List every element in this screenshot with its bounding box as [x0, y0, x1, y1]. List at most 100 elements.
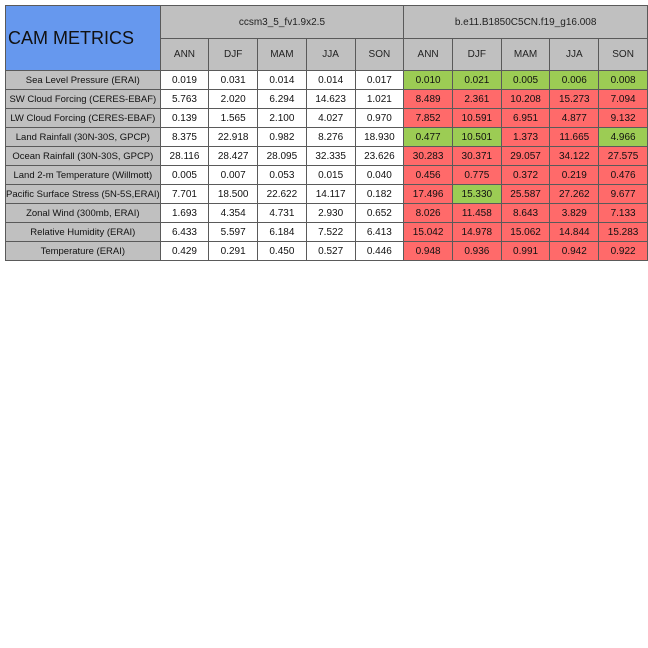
test-value-cell: 0.219 [549, 165, 600, 185]
season-header-mam: MAM [257, 38, 307, 71]
metric-label: Relative Humidity (ERAI) [30, 226, 136, 238]
control-value-cell: 22.918 [208, 127, 259, 147]
metric-label-cell: Ocean Rainfall (30N-30S, GPCP) [5, 146, 161, 166]
season-header-djf: DJF [451, 38, 502, 71]
table-row: LW Cloud Forcing (CERES-EBAF) 0.139 1.565 2… [5, 108, 648, 128]
metric-label-cell: Temperature (ERAI) [5, 241, 161, 261]
season-header-son: SON [598, 38, 648, 71]
test-value-cell: 15.283 [598, 222, 648, 242]
control-value-cell: 6.413 [354, 222, 405, 242]
test-value-cell: 14.978 [451, 222, 502, 242]
season-header-ann: ANN [159, 38, 210, 71]
control-value-cell: 0.014 [305, 70, 356, 90]
table-row: Land 2-m Temperature (Willmott) 0.005 0.00… [5, 165, 648, 185]
test-value-cell: 15.042 [403, 222, 453, 242]
table-title: CAM METRICS [5, 5, 161, 71]
test-value-cell: 30.283 [403, 146, 453, 166]
test-value-cell: 8.643 [500, 203, 551, 223]
metric-label-cell: Relative Humidity (ERAI) [5, 222, 161, 242]
control-value-cell: 5.763 [159, 89, 210, 109]
test-value-cell: 7.852 [403, 108, 453, 128]
control-value-cell: 0.982 [257, 127, 307, 147]
control-value-cell: 0.005 [159, 165, 210, 185]
test-value-cell: 8.026 [403, 203, 453, 223]
table-row: Temperature (ERAI) 0.429 0.291 0.450 0.527 0.… [5, 241, 648, 261]
table-row: Relative Humidity (ERAI) 6.433 5.597 6.184 7… [5, 222, 648, 242]
test-value-cell: 25.587 [500, 184, 551, 204]
control-value-cell: 0.970 [354, 108, 405, 128]
table-row: Ocean Rainfall (30N-30S, GPCP) 28.116 28.4… [5, 146, 648, 166]
metric-label-cell: Sea Level Pressure (ERAI) [5, 70, 161, 90]
test-value-cell: 15.273 [549, 89, 600, 109]
control-value-cell: 23.626 [354, 146, 405, 166]
control-value-cell: 8.276 [305, 127, 356, 147]
control-value-cell: 0.652 [354, 203, 405, 223]
test-value-cell: 10.208 [500, 89, 551, 109]
metric-label: Ocean Rainfall (30N-30S, GPCP) [12, 150, 154, 162]
control-value-cell: 6.184 [257, 222, 307, 242]
test-value-cell: 4.966 [598, 127, 648, 147]
control-value-cell: 2.100 [257, 108, 307, 128]
test-value-cell: 0.991 [500, 241, 551, 261]
control-value-cell: 4.354 [208, 203, 259, 223]
control-value-cell: 8.375 [159, 127, 210, 147]
control-value-cell: 0.040 [354, 165, 405, 185]
metric-label-cell: LW Cloud Forcing (CERES-EBAF) [5, 108, 161, 128]
test-value-cell: 34.122 [549, 146, 600, 166]
season-header-mam: MAM [500, 38, 551, 71]
table-row: SW Cloud Forcing (CERES-EBAF) 5.763 2.020 6… [5, 89, 648, 109]
control-value-cell: 28.116 [159, 146, 210, 166]
case-header-control: ccsm3_5_fv1.9x2.5 [159, 5, 405, 39]
test-value-cell: 2.361 [451, 89, 502, 109]
test-value-cell: 4.877 [549, 108, 600, 128]
test-value-cell: 0.775 [451, 165, 502, 185]
table-row: Land Rainfall (30N-30S, GPCP) 8.375 22.918… [5, 127, 648, 147]
control-value-cell: 2.930 [305, 203, 356, 223]
metric-label: Sea Level Pressure (ERAI) [25, 74, 140, 86]
metric-label: Pacific Surface Stress (5N-5S,ERAI) [6, 188, 160, 200]
metric-label: SW Cloud Forcing (CERES-EBAF) [9, 93, 157, 105]
control-value-cell: 1.021 [354, 89, 405, 109]
control-value-cell: 0.429 [159, 241, 210, 261]
test-value-cell: 0.942 [549, 241, 600, 261]
test-value-cell: 11.458 [451, 203, 502, 223]
test-value-cell: 0.008 [598, 70, 648, 90]
test-value-cell: 0.477 [403, 127, 453, 147]
control-value-cell: 6.433 [159, 222, 210, 242]
season-header-ann: ANN [403, 38, 453, 71]
control-value-cell: 1.565 [208, 108, 259, 128]
test-value-cell: 9.132 [598, 108, 648, 128]
test-value-cell: 27.575 [598, 146, 648, 166]
test-value-cell: 0.006 [549, 70, 600, 90]
test-value-cell: 3.829 [549, 203, 600, 223]
table-row: Zonal Wind (300mb, ERAI) 1.693 4.354 4.731 2… [5, 203, 648, 223]
metric-label: Temperature (ERAI) [40, 245, 126, 257]
season-header-son: SON [354, 38, 405, 71]
control-value-cell: 0.139 [159, 108, 210, 128]
test-value-cell: 29.057 [500, 146, 551, 166]
test-value-cell: 8.489 [403, 89, 453, 109]
control-value-cell: 0.014 [257, 70, 307, 90]
test-value-cell: 0.010 [403, 70, 453, 90]
control-value-cell: 0.015 [305, 165, 356, 185]
test-value-cell: 15.062 [500, 222, 551, 242]
control-value-cell: 0.527 [305, 241, 356, 261]
test-value-cell: 14.844 [549, 222, 600, 242]
metric-rows: Sea Level Pressure (ERAI) 0.019 0.031 0.014… [5, 70, 648, 261]
control-value-cell: 4.731 [257, 203, 307, 223]
control-value-cell: 7.701 [159, 184, 210, 204]
test-value-cell: 7.133 [598, 203, 648, 223]
control-value-cell: 18.500 [208, 184, 259, 204]
control-value-cell: 18.930 [354, 127, 405, 147]
metric-label-cell: SW Cloud Forcing (CERES-EBAF) [5, 89, 161, 109]
control-value-cell: 22.622 [257, 184, 307, 204]
metric-label-cell: Land Rainfall (30N-30S, GPCP) [5, 127, 161, 147]
cam-metrics-table: CAM METRICS ccsm3_5_fv1.9x2.5 b.e11.B185… [5, 5, 648, 261]
control-value-cell: 14.117 [305, 184, 356, 204]
control-value-cell: 0.031 [208, 70, 259, 90]
control-value-cell: 5.597 [208, 222, 259, 242]
metric-label-cell: Zonal Wind (300mb, ERAI) [5, 203, 161, 223]
control-value-cell: 32.335 [305, 146, 356, 166]
test-value-cell: 17.496 [403, 184, 453, 204]
metric-label-cell: Land 2-m Temperature (Willmott) [5, 165, 161, 185]
